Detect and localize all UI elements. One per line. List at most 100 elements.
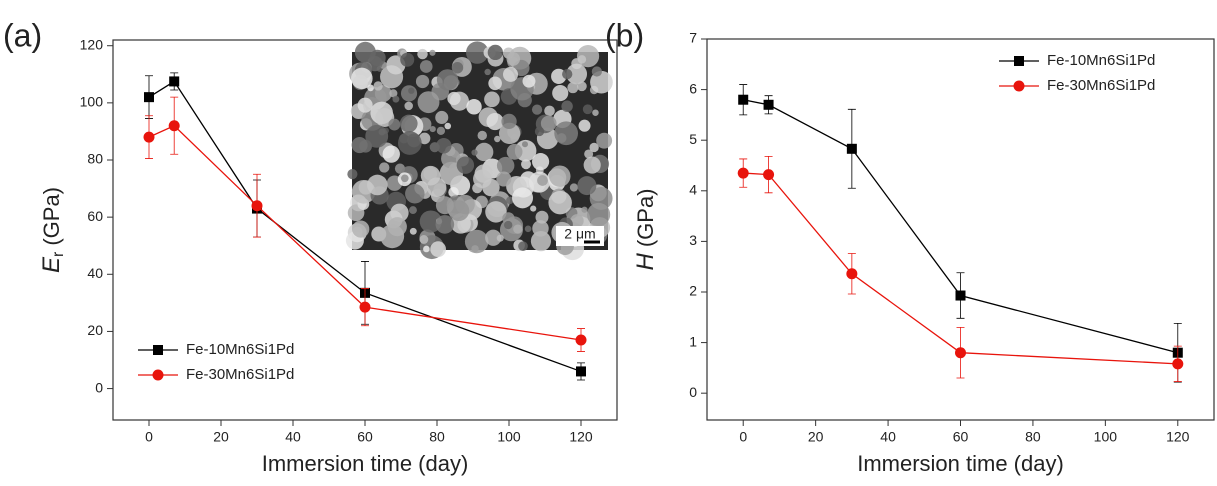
y-tick-label: 0 xyxy=(95,379,103,395)
x-axis-label: Immersion time (day) xyxy=(857,451,1064,476)
legend-label: Fe-10Mn6Si1Pd xyxy=(186,341,294,358)
marker xyxy=(956,291,966,301)
x-tick-label: 80 xyxy=(429,429,445,445)
particle xyxy=(347,169,357,179)
particle xyxy=(583,104,593,114)
particle xyxy=(358,98,373,113)
marker xyxy=(360,302,371,313)
particle xyxy=(352,220,369,237)
particle xyxy=(430,241,446,257)
particle xyxy=(465,230,489,254)
particle xyxy=(417,49,427,59)
x-tick-label: 20 xyxy=(213,429,229,445)
figure: 2 μm020406080100120020406080100120Immers… xyxy=(0,0,1217,486)
particle xyxy=(409,206,417,214)
particle xyxy=(532,104,542,114)
legend-label: Fe-10Mn6Si1Pd xyxy=(1047,52,1155,69)
y-label-subscript: r xyxy=(50,251,67,257)
particle xyxy=(367,175,388,196)
particle xyxy=(548,191,571,214)
particle xyxy=(408,88,414,94)
particle xyxy=(400,53,414,67)
particle xyxy=(373,81,382,90)
marker xyxy=(576,335,587,346)
marker xyxy=(955,347,966,358)
marker xyxy=(576,366,586,376)
particle xyxy=(512,187,533,208)
legend-marker xyxy=(153,370,164,381)
y-tick-label: 1 xyxy=(689,333,697,349)
y-tick-label: 80 xyxy=(87,151,103,167)
particle xyxy=(365,125,388,148)
particle xyxy=(497,235,504,242)
particle xyxy=(404,102,413,111)
particle xyxy=(436,196,454,214)
y-tick-label: 3 xyxy=(689,232,697,248)
y-tick-label: 60 xyxy=(87,208,103,224)
particle xyxy=(578,55,586,63)
particle xyxy=(523,75,536,88)
particle xyxy=(401,174,409,182)
legend-label: Fe-30Mn6Si1Pd xyxy=(186,366,294,383)
particle xyxy=(383,145,400,162)
x-tick-label: 0 xyxy=(739,429,747,445)
particle xyxy=(369,50,385,66)
y-tick-label: 40 xyxy=(87,265,103,281)
particle xyxy=(521,159,531,169)
particle xyxy=(401,85,417,101)
y-label-unit: (GPa) xyxy=(39,187,64,246)
panel-label: (b) xyxy=(605,17,644,53)
particle xyxy=(530,205,536,211)
panel-label: (a) xyxy=(3,17,42,53)
particle xyxy=(430,126,436,132)
particle xyxy=(525,225,532,232)
scale-label: 2 μm xyxy=(564,226,595,242)
particle xyxy=(445,123,452,130)
particle xyxy=(484,92,500,108)
x-tick-label: 0 xyxy=(145,429,153,445)
marker xyxy=(144,132,155,143)
y-label-unit: (GPa) xyxy=(633,188,658,247)
particle xyxy=(420,60,433,73)
particle xyxy=(471,149,477,155)
x-tick-label: 100 xyxy=(497,429,521,445)
x-tick-label: 40 xyxy=(880,429,896,445)
particle xyxy=(437,127,445,135)
y-axis-label: H(GPa) xyxy=(632,188,659,270)
x-axis-label: Immersion time (day) xyxy=(262,451,469,476)
x-tick-label: 80 xyxy=(1025,429,1041,445)
x-tick-label: 120 xyxy=(569,429,593,445)
particle xyxy=(579,120,591,132)
legend-label: Fe-30Mn6Si1Pd xyxy=(1047,77,1155,94)
particle xyxy=(507,144,523,160)
x-tick-label: 60 xyxy=(357,429,373,445)
marker xyxy=(252,200,263,211)
particle xyxy=(484,69,490,75)
particle xyxy=(429,50,435,56)
particle xyxy=(522,141,528,147)
particle xyxy=(562,69,572,79)
particle xyxy=(544,106,555,117)
particle xyxy=(592,109,599,116)
particle xyxy=(435,111,448,124)
marker xyxy=(169,76,179,86)
particle xyxy=(552,85,568,101)
marker xyxy=(144,92,154,102)
particle xyxy=(466,99,481,114)
particle xyxy=(518,241,528,251)
marker xyxy=(738,95,748,105)
particle xyxy=(410,228,417,235)
particle xyxy=(497,157,514,174)
particle xyxy=(416,75,429,88)
particle xyxy=(398,131,422,155)
x-tick-label: 120 xyxy=(1166,429,1190,445)
y-tick-label: 7 xyxy=(689,30,697,46)
particle xyxy=(437,69,458,90)
particle xyxy=(587,203,610,226)
particle xyxy=(436,215,455,234)
particle xyxy=(494,136,500,142)
particle xyxy=(436,138,451,153)
particle xyxy=(423,246,430,253)
particle xyxy=(549,165,570,186)
particle xyxy=(561,101,572,112)
